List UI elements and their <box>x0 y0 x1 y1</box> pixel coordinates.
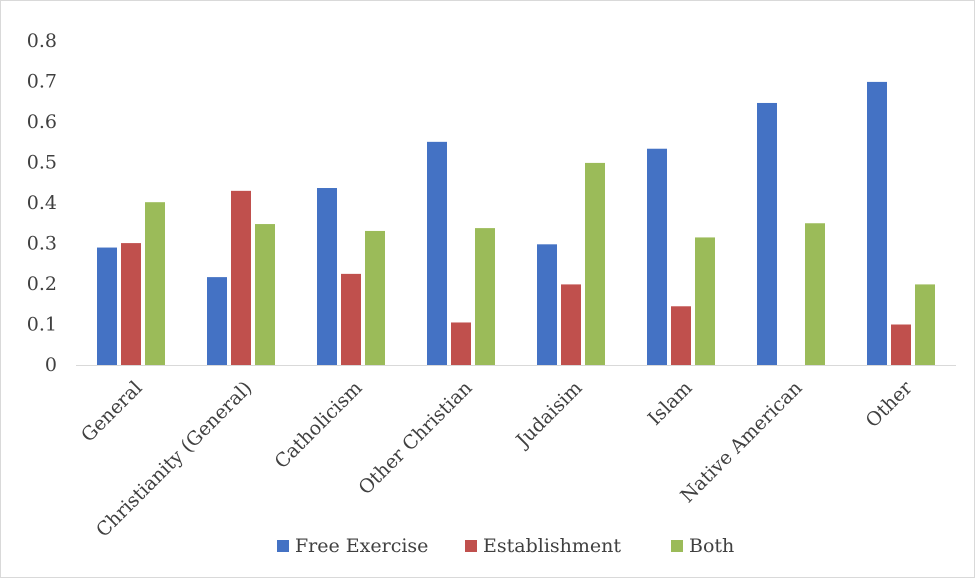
bar-free-exercise <box>317 188 337 365</box>
bar-establishment <box>891 324 911 365</box>
legend-label: Free Exercise <box>295 535 428 557</box>
y-tick-label: 0.7 <box>27 71 57 93</box>
category-label: Other <box>862 376 918 432</box>
legend-label: Both <box>689 535 734 557</box>
bar-both <box>255 224 275 365</box>
category-label: General <box>77 377 147 447</box>
bar-free-exercise <box>537 244 557 365</box>
bar-free-exercise <box>647 148 667 365</box>
y-tick-label: 0.2 <box>27 273 57 295</box>
y-tick-label: 0.5 <box>27 152 57 174</box>
bar-free-exercise <box>867 81 887 365</box>
bar-both <box>585 162 605 365</box>
bar-both <box>145 202 165 365</box>
bar-establishment <box>561 284 581 365</box>
category-label: Judaisim <box>511 377 587 453</box>
legend-swatch <box>277 540 289 552</box>
legend: Free Exercise Establishment Both <box>277 535 734 557</box>
legend-swatch <box>465 540 477 552</box>
bar-establishment <box>231 190 251 365</box>
category-label: Islam <box>644 377 697 430</box>
bars <box>97 81 935 365</box>
legend-swatch <box>671 540 683 552</box>
bar-free-exercise <box>757 102 777 365</box>
category-label: Native American <box>676 377 806 507</box>
bar-establishment <box>451 322 471 365</box>
bar-both <box>915 284 935 365</box>
bar-both <box>695 237 715 365</box>
y-tick-label: 0.8 <box>27 30 57 52</box>
bar-establishment <box>121 243 141 365</box>
y-tick-label: 0 <box>45 354 57 376</box>
y-tick-label: 0.1 <box>27 314 57 336</box>
bar-establishment <box>671 306 691 365</box>
y-axis-ticks: 0 0.1 0.2 0.3 0.4 0.5 0.6 0.7 0.8 <box>27 30 57 376</box>
bar-free-exercise <box>97 247 117 365</box>
y-tick-label: 0.6 <box>27 111 57 133</box>
y-tick-label: 0.4 <box>27 192 57 214</box>
bar-establishment <box>341 273 361 365</box>
category-label: Catholicism <box>270 377 366 473</box>
category-label: Other Christian <box>354 377 476 499</box>
bar-free-exercise <box>427 141 447 365</box>
legend-label: Establishment <box>483 535 621 557</box>
bar-both <box>475 228 495 365</box>
y-tick-label: 0.3 <box>27 233 57 255</box>
bar-both <box>365 230 385 365</box>
bar-both <box>805 223 825 365</box>
bar-free-exercise <box>207 277 227 365</box>
